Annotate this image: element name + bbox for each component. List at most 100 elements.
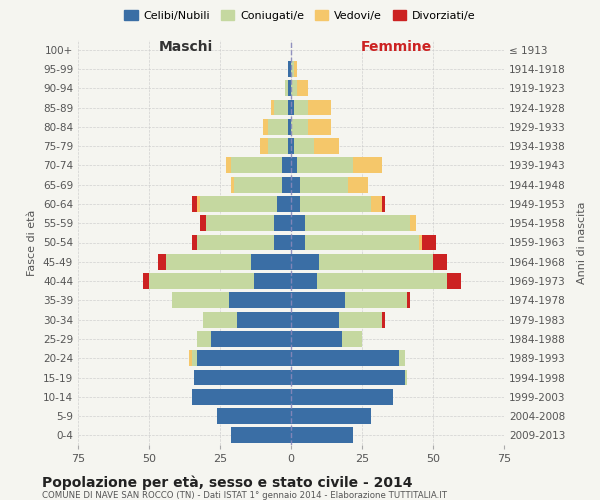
Bar	[268, 119, 288, 134]
Bar	[288, 100, 291, 116]
Bar	[234, 176, 283, 192]
Bar	[296, 80, 308, 96]
Bar	[382, 312, 385, 328]
Bar	[291, 370, 404, 386]
Bar	[433, 254, 447, 270]
Bar	[191, 234, 197, 250]
Bar	[305, 216, 410, 231]
Bar	[197, 350, 291, 366]
Bar	[263, 119, 268, 134]
Bar	[294, 138, 314, 154]
Bar	[422, 234, 436, 250]
Bar	[232, 176, 234, 192]
Bar	[197, 196, 200, 212]
Bar	[291, 176, 299, 192]
Bar	[319, 254, 433, 270]
Bar	[294, 100, 308, 116]
Bar	[291, 119, 308, 134]
Bar	[288, 138, 291, 154]
Bar	[308, 100, 331, 116]
Bar	[339, 312, 382, 328]
Bar	[191, 389, 291, 404]
Bar	[274, 234, 291, 250]
Bar	[291, 312, 339, 328]
Bar	[294, 61, 296, 77]
Bar	[260, 138, 268, 154]
Bar	[291, 158, 296, 174]
Bar	[291, 273, 317, 289]
Bar	[251, 254, 291, 270]
Bar	[419, 234, 422, 250]
Bar	[342, 331, 362, 347]
Bar	[268, 138, 288, 154]
Bar	[291, 80, 296, 96]
Bar	[189, 350, 191, 366]
Bar	[206, 216, 274, 231]
Bar	[404, 370, 407, 386]
Bar	[288, 119, 291, 134]
Bar	[158, 254, 166, 270]
Bar	[308, 119, 331, 134]
Bar	[305, 234, 419, 250]
Bar	[286, 80, 288, 96]
Y-axis label: Fasce di età: Fasce di età	[28, 210, 37, 276]
Y-axis label: Anni di nascita: Anni di nascita	[577, 201, 587, 284]
Bar	[291, 408, 371, 424]
Bar	[283, 158, 291, 174]
Bar	[291, 196, 299, 212]
Bar	[197, 234, 274, 250]
Bar	[317, 273, 447, 289]
Bar	[200, 196, 277, 212]
Bar	[291, 428, 353, 444]
Bar	[288, 80, 291, 96]
Bar	[217, 408, 291, 424]
Bar	[237, 312, 291, 328]
Bar	[291, 331, 342, 347]
Bar	[191, 350, 197, 366]
Bar	[229, 292, 291, 308]
Bar	[345, 292, 407, 308]
Bar	[277, 196, 291, 212]
Text: Popolazione per età, sesso e stato civile - 2014: Popolazione per età, sesso e stato civil…	[42, 476, 413, 490]
Legend: Celibi/Nubili, Coniugati/e, Vedovi/e, Divorziati/e: Celibi/Nubili, Coniugati/e, Vedovi/e, Di…	[120, 6, 480, 25]
Bar	[447, 273, 461, 289]
Bar	[348, 176, 368, 192]
Bar	[274, 100, 288, 116]
Bar	[353, 158, 382, 174]
Bar	[291, 292, 345, 308]
Bar	[382, 196, 385, 212]
Bar	[200, 216, 206, 231]
Bar	[407, 292, 410, 308]
Bar	[211, 331, 291, 347]
Bar	[232, 158, 283, 174]
Bar	[291, 138, 294, 154]
Text: COMUNE DI NAVE SAN ROCCO (TN) - Dati ISTAT 1° gennaio 2014 - Elaborazione TUTTIT: COMUNE DI NAVE SAN ROCCO (TN) - Dati IST…	[42, 491, 447, 500]
Bar	[191, 196, 197, 212]
Bar	[194, 370, 291, 386]
Bar	[291, 216, 305, 231]
Bar	[371, 196, 382, 212]
Bar	[296, 158, 353, 174]
Bar	[232, 428, 291, 444]
Bar	[399, 350, 404, 366]
Bar	[197, 331, 211, 347]
Bar	[299, 176, 348, 192]
Bar	[291, 100, 294, 116]
Bar	[166, 254, 251, 270]
Bar	[291, 61, 294, 77]
Bar	[314, 138, 339, 154]
Bar	[254, 273, 291, 289]
Bar	[172, 292, 229, 308]
Bar	[149, 273, 254, 289]
Bar	[288, 61, 291, 77]
Text: Femmine: Femmine	[361, 40, 432, 54]
Bar	[203, 312, 237, 328]
Bar	[299, 196, 371, 212]
Bar	[291, 254, 319, 270]
Bar	[271, 100, 274, 116]
Bar	[226, 158, 232, 174]
Bar	[291, 350, 399, 366]
Bar	[274, 216, 291, 231]
Bar	[410, 216, 416, 231]
Bar	[283, 176, 291, 192]
